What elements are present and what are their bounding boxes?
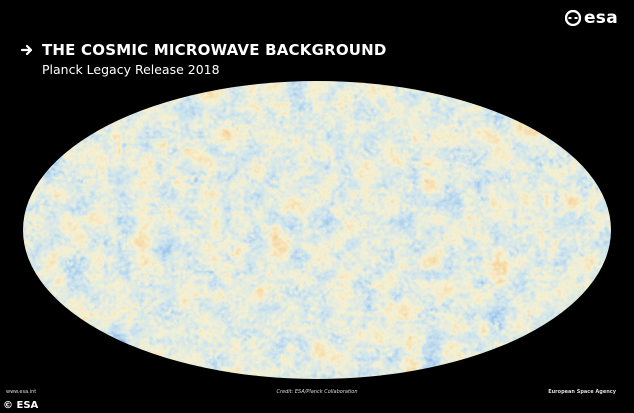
footer-url: www.esa.int [6, 389, 37, 395]
page-subtitle: Planck Legacy Release 2018 [42, 62, 220, 77]
arrow-right-icon [20, 44, 33, 56]
copyright-watermark: © ESA [0, 399, 44, 413]
cmb-sky-map [23, 81, 611, 379]
footer-agency: European Space Agency [548, 389, 616, 395]
cmb-temperature-field [23, 81, 611, 379]
esa-logo: esa [564, 8, 618, 28]
page-title: THE COSMIC MICROWAVE BACKGROUND [42, 41, 387, 59]
footer-credit: Credit: ESA/Planck Collaboration [276, 389, 358, 395]
title-row: THE COSMIC MICROWAVE BACKGROUND [20, 41, 387, 59]
esa-logo-icon [564, 10, 581, 26]
esa-logo-text: esa [583, 8, 618, 28]
